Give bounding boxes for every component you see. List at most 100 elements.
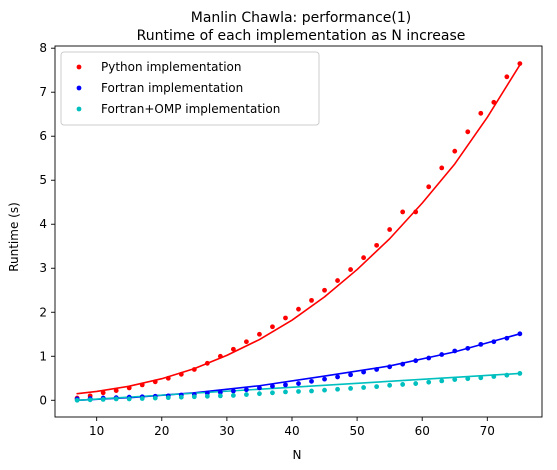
python-implementation-point [335, 278, 340, 283]
fortran-implementation-point [296, 381, 301, 386]
chart-subtitle: Runtime of each implementation as N incr… [137, 28, 466, 44]
fortran-implementation-point [374, 367, 380, 372]
fortran-implementation-point [426, 355, 432, 361]
y-tick-label: 6 [39, 129, 47, 143]
python-implementation-point [439, 165, 445, 171]
python-implementation-point [426, 184, 432, 190]
x-tick-label: 30 [219, 424, 234, 438]
y-tick-label: 1 [39, 349, 47, 363]
python-implementation-point [139, 382, 145, 388]
fortran-omp-implementation-point [387, 382, 393, 388]
fortran-implementation-point [322, 376, 327, 382]
fortran-implementation-point [478, 341, 484, 347]
fortran-omp-implementation-point [178, 394, 184, 400]
fortran-omp-implementation-point [113, 396, 119, 402]
fortran-omp-implementation-point [374, 384, 380, 390]
fortran-implementation-point [452, 348, 458, 354]
python-implementation-legend-marker [76, 64, 82, 70]
fortran-omp-implementation-point [296, 389, 301, 394]
python-implementation-point [361, 255, 367, 261]
y-tick-label: 8 [39, 41, 47, 55]
axis-ticks: 10 20 30 40 50 60 70 0 1 2 3 4 5 6 7 8 [39, 41, 495, 438]
plot-frame [54, 45, 543, 418]
fortran-implementation-point [283, 382, 288, 388]
fortran-omp-implementation-point [400, 382, 406, 387]
python-implementation-point [113, 388, 119, 393]
fortran-implementation-point [217, 389, 223, 395]
data-points [74, 61, 523, 403]
fortran-omp-implementation-point [244, 392, 249, 397]
x-tick-label: 20 [154, 424, 169, 438]
fortran-omp-implementation-point [348, 385, 353, 391]
python-implementation-point [283, 315, 288, 321]
x-tick-label: 70 [480, 424, 495, 438]
fortran-omp-implementation-point [413, 381, 419, 386]
fortran-implementation-point [335, 374, 340, 380]
y-tick-label: 7 [39, 85, 47, 99]
python-implementation-point [400, 209, 406, 215]
fortran-omp-implementation-point [335, 386, 340, 392]
fortran-implementation-point [361, 369, 367, 375]
y-tick-label: 4 [39, 217, 47, 231]
x-tick-label: 60 [415, 424, 430, 438]
fortran-omp-implementation-point [283, 389, 288, 395]
fortran-omp-implementation-point [204, 393, 210, 399]
fortran-omp-implementation-point [439, 378, 445, 384]
python-implementation-point [374, 242, 380, 248]
python-implementation-point [296, 306, 301, 312]
python-implementation-point [504, 74, 510, 80]
python-implementation-point [348, 267, 353, 272]
fortran-omp-implementation-point [426, 379, 432, 385]
fortran-implementation-point [244, 387, 249, 393]
python-implementation-point [517, 61, 523, 66]
python-implementation-point [322, 287, 327, 293]
fortran-implementation-point [400, 361, 406, 367]
fortran-implementation-point [491, 339, 497, 345]
fortran-omp-implementation-point [165, 395, 171, 401]
fortran-omp-implementation-point [322, 387, 327, 393]
fortran-omp-implementation-point [217, 393, 223, 399]
fortran-omp-implementation-point [230, 393, 236, 398]
fortran-omp-implementation-point [504, 372, 510, 378]
python-implementation-point [217, 353, 223, 359]
legend: Python implementation Fortran implementat… [60, 51, 320, 126]
python-implementation-point [126, 385, 132, 391]
fortran-implementation-point [504, 335, 510, 341]
python-implementation-point [478, 110, 484, 116]
fortran-omp-implementation-point [361, 385, 367, 390]
fortran-omp-implementation-point [517, 371, 523, 376]
fortran-implementation-point [257, 385, 262, 391]
fortran-omp-implementation-point [478, 375, 484, 381]
y-axis-label: Runtime (s) [7, 202, 21, 272]
python-implementation-point [491, 99, 497, 105]
x-tick-label: 10 [89, 424, 104, 438]
fortran-implementation-point [387, 364, 393, 370]
legend-box [60, 51, 320, 126]
fortran-implementation-point [230, 388, 236, 394]
fortran-implementation-legend-label: Fortran implementation [101, 81, 243, 95]
python-implementation-point [204, 360, 210, 366]
python-implementation-point [270, 324, 275, 330]
y-tick-label: 3 [39, 261, 47, 275]
fortran-omp-implementation-fit-line [76, 372, 521, 402]
python-implementation-point [413, 209, 419, 215]
fortran-omp-implementation-point [139, 396, 145, 401]
y-tick-label: 5 [39, 173, 47, 187]
python-implementation-legend-label: Python implementation [101, 60, 242, 74]
fortran-implementation-point [270, 383, 275, 389]
fortran-omp-implementation-legend-label: Fortran+OMP implementation [101, 102, 280, 116]
x-tick-label: 50 [349, 424, 364, 438]
python-implementation-point [152, 379, 158, 385]
y-tick-label: 0 [39, 393, 47, 407]
fortran-omp-implementation-point [452, 377, 458, 382]
fortran-implementation-point [517, 331, 523, 337]
python-implementation-point [309, 297, 314, 303]
python-implementation-point [387, 227, 393, 232]
python-implementation-point [191, 367, 197, 372]
python-implementation-point [257, 331, 262, 337]
fortran-omp-implementation-point [491, 374, 497, 379]
python-implementation-point [465, 129, 471, 135]
python-implementation-point [100, 390, 106, 396]
python-implementation-point [165, 375, 171, 381]
python-implementation-point [230, 346, 236, 352]
